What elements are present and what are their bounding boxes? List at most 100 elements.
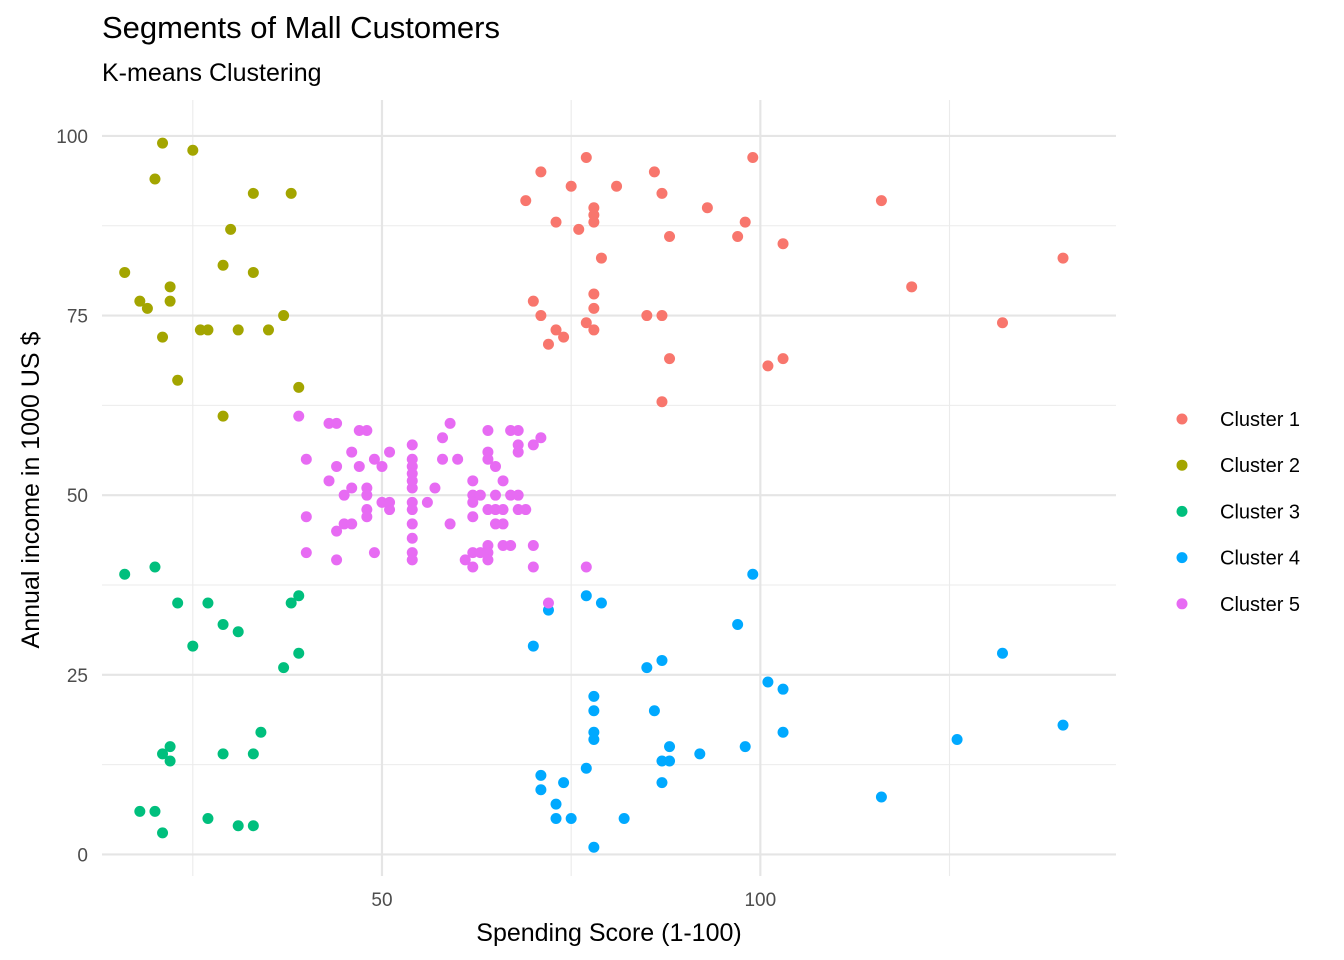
data-point [338, 489, 350, 501]
data-point [520, 195, 532, 207]
legend-key [1176, 413, 1188, 425]
data-point [255, 726, 267, 738]
data-point [996, 317, 1008, 329]
data-point [535, 784, 547, 796]
data-point [149, 805, 161, 817]
data-point [300, 511, 312, 523]
data-point [467, 561, 479, 573]
legend-label: Cluster 3 [1220, 501, 1300, 523]
data-point [172, 597, 184, 609]
data-point [384, 496, 396, 508]
data-point [664, 741, 676, 753]
data-point [656, 755, 668, 767]
data-point [217, 259, 229, 271]
data-point [353, 425, 365, 437]
data-point [580, 561, 592, 573]
data-point [406, 439, 418, 451]
data-point [648, 705, 660, 717]
data-point [119, 266, 131, 278]
data-point [119, 568, 131, 580]
y-tick-label: 0 [77, 845, 88, 866]
data-point [1057, 252, 1069, 264]
legend-label: Cluster 4 [1220, 548, 1300, 570]
data-point [437, 453, 449, 465]
data-point [565, 180, 577, 192]
data-point [542, 338, 554, 350]
data-point [467, 511, 479, 523]
data-point [505, 425, 517, 437]
legend-item: Cluster 1 [1176, 409, 1300, 431]
data-point [497, 475, 509, 487]
data-point [996, 647, 1008, 659]
data-point [777, 353, 789, 365]
data-point [232, 820, 244, 832]
data-point [656, 187, 668, 199]
data-point [641, 310, 653, 322]
legend-label: Cluster 5 [1220, 594, 1300, 616]
data-point [459, 554, 471, 566]
data-point [565, 813, 577, 825]
data-point [406, 504, 418, 516]
data-point [588, 705, 600, 717]
data-point [580, 151, 592, 163]
data-point [580, 762, 592, 774]
legend-key [1176, 505, 1188, 517]
data-point [489, 489, 501, 501]
data-point [588, 841, 600, 853]
series-cluster-5 [293, 410, 592, 609]
data-point [346, 446, 358, 458]
data-point [1057, 719, 1069, 731]
data-point [384, 446, 396, 458]
data-point [535, 432, 547, 444]
x-axis-title: Spending Score (1-100) [476, 919, 741, 947]
data-point [875, 791, 887, 803]
data-point [732, 231, 744, 243]
data-point [338, 518, 350, 530]
data-point [656, 396, 668, 408]
data-point [550, 813, 562, 825]
data-point [149, 173, 161, 185]
data-point [217, 619, 229, 631]
data-point [247, 187, 259, 199]
data-point [293, 410, 305, 422]
data-point [232, 324, 244, 336]
data-point [527, 561, 539, 573]
data-point [535, 769, 547, 781]
data-point [217, 410, 229, 422]
data-point [217, 748, 229, 760]
data-point [247, 266, 259, 278]
data-point [331, 417, 343, 429]
data-point [527, 295, 539, 307]
data-point [535, 310, 547, 322]
data-point [247, 748, 259, 760]
data-point [421, 496, 433, 508]
data-point [588, 216, 600, 228]
data-point [474, 547, 486, 559]
data-point [331, 554, 343, 566]
data-point [278, 662, 290, 674]
legend-label: Cluster 1 [1220, 409, 1300, 431]
data-point [595, 597, 607, 609]
data-point [588, 324, 600, 336]
data-point [444, 518, 456, 530]
data-point [406, 482, 418, 494]
data-point [134, 805, 146, 817]
data-point [505, 539, 517, 551]
chart-subtitle: K-means Clustering [102, 59, 322, 87]
data-point [331, 460, 343, 472]
data-point [664, 755, 676, 767]
data-point [739, 216, 751, 228]
data-point [588, 733, 600, 745]
data-point [262, 324, 274, 336]
data-point [664, 353, 676, 365]
data-point [376, 496, 388, 508]
data-point [323, 417, 335, 429]
data-point [452, 453, 464, 465]
data-point [611, 180, 623, 192]
data-point [542, 597, 554, 609]
data-point [497, 518, 509, 530]
data-point [293, 647, 305, 659]
data-point [406, 518, 418, 530]
data-point [512, 425, 524, 437]
data-point [323, 475, 335, 487]
